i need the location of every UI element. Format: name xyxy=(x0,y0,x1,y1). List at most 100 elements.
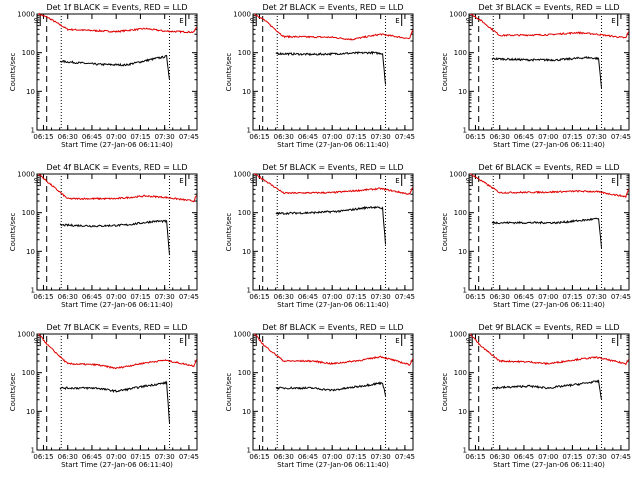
marker-label: S xyxy=(34,17,39,25)
y-tick-label: 10 xyxy=(242,408,251,416)
x-tick-label: 06:45 xyxy=(514,293,534,301)
panel-det-4: Det 4f BLACK = Events, RED = LLD 1 10 100 10… xyxy=(9,163,199,309)
marker-label: E xyxy=(179,17,183,25)
x-tick-label: 07:00 xyxy=(538,453,558,461)
x-tick-label: 07:15 xyxy=(346,133,366,141)
x-tick-label: 07:15 xyxy=(562,293,582,301)
panel-det-1: Det 1f BLACK = Events, RED = LLD 1 10 100 10… xyxy=(9,3,199,149)
x-tick-label: 07:15 xyxy=(346,453,366,461)
x-tick-label: 06:30 xyxy=(490,133,510,141)
x-tick-label: 07:15 xyxy=(130,293,150,301)
plot-frame xyxy=(252,13,414,131)
plot-frame xyxy=(252,173,414,291)
x-tick-label: 07:00 xyxy=(322,453,342,461)
lld-series-line xyxy=(470,13,630,39)
panel-title: Det 6f BLACK = Events, RED = LLD xyxy=(478,163,619,172)
x-tick-label: 06:30 xyxy=(274,293,294,301)
x-tick-label: 07:00 xyxy=(538,133,558,141)
y-tick-label: 1 xyxy=(247,287,251,295)
y-axis-label: Counts/sec xyxy=(441,373,449,412)
x-axis-label: Start Time (27-Jan-06 06:11:40) xyxy=(493,301,605,309)
x-tick-label: 06:15 xyxy=(249,133,269,141)
panel-det-8: Det 8f BLACK = Events, RED = LLD 1 10 100 10… xyxy=(225,323,415,469)
events-series-line xyxy=(491,217,602,249)
x-tick-label: 07:45 xyxy=(395,133,415,141)
x-tick-label: 07:15 xyxy=(346,293,366,301)
x-tick-label: 06:30 xyxy=(490,293,510,301)
x-tick-label: 07:45 xyxy=(395,293,415,301)
marker-label: E xyxy=(611,177,615,185)
y-tick-label: 100 xyxy=(22,49,35,57)
y-tick-label: 100 xyxy=(238,49,251,57)
y-tick-label: 1000 xyxy=(233,11,251,19)
y-tick-label: 10 xyxy=(458,408,467,416)
y-tick-label: 1 xyxy=(31,287,35,295)
y-axis-label: Counts/sec xyxy=(9,53,17,92)
y-tick-label: 1 xyxy=(31,447,35,455)
y-tick-label: 1 xyxy=(31,127,35,135)
y-tick-label: 1 xyxy=(463,127,467,135)
x-tick-label: 07:45 xyxy=(179,293,199,301)
x-tick-label: 07:30 xyxy=(371,133,391,141)
marker-label: E xyxy=(611,337,615,345)
y-tick-label: 1 xyxy=(463,287,467,295)
y-axis-label: Counts/sec xyxy=(9,213,17,252)
marker-label: S xyxy=(466,17,471,25)
x-tick-label: 07:30 xyxy=(155,133,175,141)
events-series-line xyxy=(491,379,602,400)
marker-label: S xyxy=(34,337,39,345)
x-tick-label: 06:45 xyxy=(82,453,102,461)
marker-label: E xyxy=(611,17,615,25)
x-tick-label: 07:45 xyxy=(611,133,631,141)
x-tick-label: 06:45 xyxy=(82,133,102,141)
lld-series-line xyxy=(254,173,414,195)
x-tick-label: 07:00 xyxy=(322,133,342,141)
x-tick-label: 06:45 xyxy=(514,133,534,141)
lld-series-line xyxy=(470,333,630,366)
x-tick-label: 07:00 xyxy=(106,453,126,461)
x-tick-label: 07:45 xyxy=(611,453,631,461)
x-tick-label: 07:30 xyxy=(587,133,607,141)
y-tick-label: 10 xyxy=(458,248,467,256)
x-tick-label: 07:30 xyxy=(587,453,607,461)
y-tick-label: 1000 xyxy=(449,171,467,179)
y-tick-label: 1000 xyxy=(233,331,251,339)
y-axis-label: Counts/sec xyxy=(225,53,233,92)
y-tick-label: 1000 xyxy=(449,11,467,19)
x-tick-label: 07:00 xyxy=(106,293,126,301)
y-tick-label: 1 xyxy=(247,447,251,455)
x-tick-label: 06:45 xyxy=(298,133,318,141)
plot-frame xyxy=(252,333,414,451)
events-series-line xyxy=(275,50,386,85)
x-tick-label: 06:15 xyxy=(33,453,53,461)
y-tick-label: 100 xyxy=(454,49,467,57)
y-tick-label: 100 xyxy=(22,209,35,217)
y-axis-label: Counts/sec xyxy=(441,53,449,92)
x-tick-label: 06:15 xyxy=(465,133,485,141)
marker-label: E xyxy=(179,177,183,185)
panel-det-9: Det 9f BLACK = Events, RED = LLD 1 10 100 10… xyxy=(441,323,631,469)
x-tick-label: 06:45 xyxy=(514,453,534,461)
x-tick-label: 07:30 xyxy=(155,453,175,461)
x-tick-label: 06:45 xyxy=(298,453,318,461)
events-series-line xyxy=(491,55,602,89)
panel-det-3: Det 3f BLACK = Events, RED = LLD 1 10 100 10… xyxy=(441,3,631,149)
x-tick-label: 06:30 xyxy=(58,453,78,461)
lld-series-line xyxy=(254,13,414,41)
x-axis-label: Start Time (27-Jan-06 06:11:40) xyxy=(61,301,173,309)
lld-series-line xyxy=(38,12,198,34)
y-tick-label: 100 xyxy=(454,209,467,217)
y-tick-label: 1 xyxy=(247,127,251,135)
x-tick-label: 07:30 xyxy=(587,293,607,301)
events-series-line xyxy=(59,219,170,256)
panel-title: Det 7f BLACK = Events, RED = LLD xyxy=(46,323,187,332)
y-tick-label: 100 xyxy=(22,369,35,377)
marker-label: S xyxy=(34,177,39,185)
y-axis-label: Counts/sec xyxy=(9,373,17,412)
x-tick-label: 07:45 xyxy=(179,453,199,461)
y-tick-label: 1 xyxy=(463,447,467,455)
marker-label: S xyxy=(250,337,255,345)
lld-series-line xyxy=(38,173,198,203)
plot-frame xyxy=(36,173,198,291)
